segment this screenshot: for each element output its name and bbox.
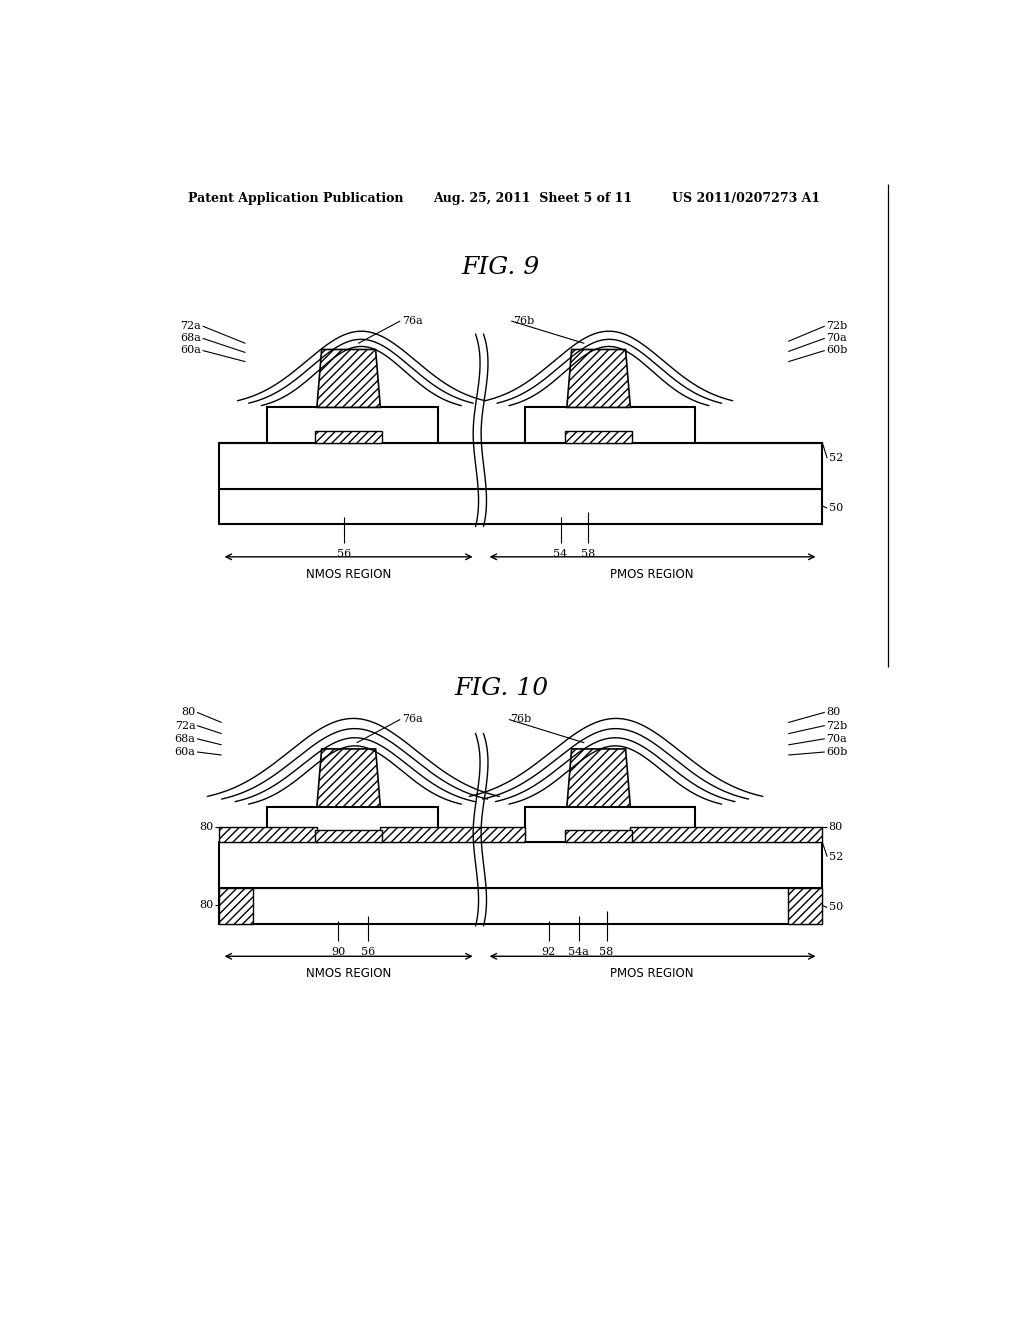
Text: 68a: 68a bbox=[174, 734, 196, 743]
Bar bbox=[267, 807, 437, 842]
Text: 76a: 76a bbox=[401, 714, 423, 725]
Text: US 2011/0207273 A1: US 2011/0207273 A1 bbox=[672, 191, 820, 205]
Text: 80: 80 bbox=[828, 822, 843, 832]
Text: 60b: 60b bbox=[826, 346, 848, 355]
Bar bbox=[315, 430, 382, 444]
Text: 70a: 70a bbox=[826, 734, 847, 743]
Text: 68a: 68a bbox=[180, 334, 201, 343]
Text: 56: 56 bbox=[360, 948, 375, 957]
Text: 56: 56 bbox=[337, 549, 351, 558]
Text: 72b: 72b bbox=[826, 721, 848, 730]
Bar bbox=[565, 430, 632, 444]
Bar bbox=[524, 807, 695, 842]
Text: 76a: 76a bbox=[401, 315, 423, 326]
Polygon shape bbox=[567, 350, 631, 408]
Bar bbox=[219, 888, 253, 924]
Text: 60b: 60b bbox=[826, 747, 848, 756]
Polygon shape bbox=[316, 748, 380, 807]
Polygon shape bbox=[316, 350, 380, 408]
Text: FIG. 9: FIG. 9 bbox=[462, 256, 540, 279]
Text: 72b: 72b bbox=[826, 321, 848, 331]
Text: NMOS REGION: NMOS REGION bbox=[306, 968, 391, 981]
Text: PMOS REGION: PMOS REGION bbox=[610, 568, 693, 581]
Text: 50: 50 bbox=[828, 903, 843, 912]
Bar bbox=[219, 888, 822, 924]
Text: 58: 58 bbox=[582, 549, 595, 558]
Bar bbox=[219, 444, 822, 488]
Bar bbox=[631, 828, 822, 842]
Text: 54a: 54a bbox=[568, 948, 589, 957]
Bar bbox=[380, 828, 524, 842]
Text: 80: 80 bbox=[200, 822, 214, 832]
Text: PMOS REGION: PMOS REGION bbox=[610, 968, 693, 981]
Text: 80: 80 bbox=[200, 900, 214, 911]
Text: 76b: 76b bbox=[511, 714, 531, 725]
Text: 58: 58 bbox=[599, 948, 613, 957]
Polygon shape bbox=[567, 748, 631, 807]
Text: 60a: 60a bbox=[174, 747, 196, 756]
Bar bbox=[524, 408, 695, 444]
Text: 92: 92 bbox=[542, 948, 556, 957]
Text: 72a: 72a bbox=[175, 721, 196, 730]
Text: 52: 52 bbox=[828, 851, 843, 862]
Text: NMOS REGION: NMOS REGION bbox=[306, 568, 391, 581]
Text: 70a: 70a bbox=[826, 334, 847, 343]
Bar bbox=[219, 828, 316, 842]
Text: 80: 80 bbox=[826, 708, 841, 717]
Bar bbox=[788, 888, 822, 924]
Text: 76b: 76b bbox=[513, 315, 535, 326]
Text: FIG. 10: FIG. 10 bbox=[454, 677, 548, 701]
Bar bbox=[219, 842, 822, 888]
Text: 54: 54 bbox=[553, 549, 567, 558]
Text: 50: 50 bbox=[828, 503, 843, 513]
Text: 52: 52 bbox=[828, 453, 843, 463]
Text: Aug. 25, 2011  Sheet 5 of 11: Aug. 25, 2011 Sheet 5 of 11 bbox=[433, 191, 633, 205]
Bar bbox=[267, 408, 437, 444]
Text: 90: 90 bbox=[331, 948, 345, 957]
Text: 80: 80 bbox=[181, 708, 196, 717]
Bar bbox=[219, 488, 822, 524]
Text: 72a: 72a bbox=[180, 321, 201, 331]
Bar bbox=[315, 830, 382, 842]
Text: 60a: 60a bbox=[180, 346, 201, 355]
Bar bbox=[565, 830, 632, 842]
Text: Patent Application Publication: Patent Application Publication bbox=[187, 191, 403, 205]
